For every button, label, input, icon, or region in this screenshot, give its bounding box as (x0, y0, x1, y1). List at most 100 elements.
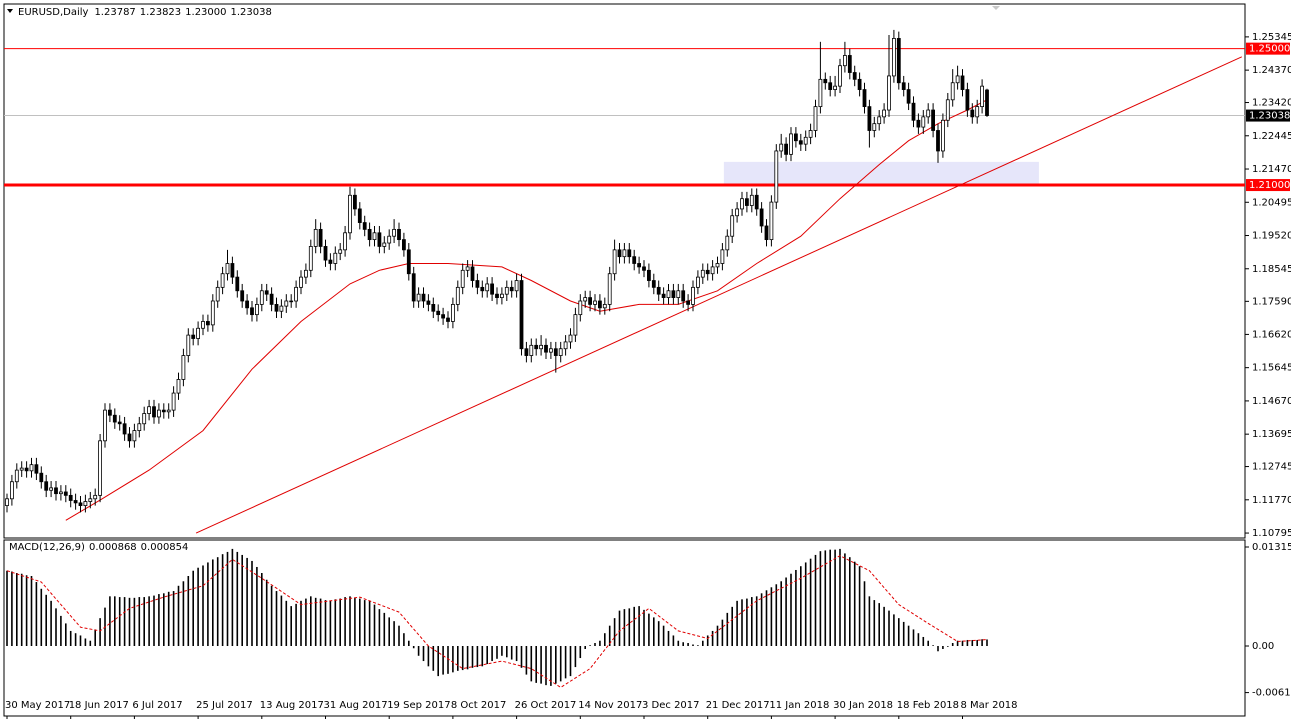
candle-body (93, 494, 98, 500)
chart-header: EURUSD,Daily 1.23787 1.23823 1.23000 1.23038 (18, 7, 272, 18)
candle-body (818, 78, 823, 108)
x-tick-label: 8 Mar 2018 (961, 700, 1018, 711)
plot-area (4, 29, 1245, 534)
level-label-bg (1246, 179, 1290, 192)
menu-arrow[interactable] (7, 9, 13, 13)
candle-body (764, 225, 769, 241)
candle-body (735, 208, 739, 217)
zone (723, 161, 1039, 186)
candle-body (78, 502, 83, 507)
candle-body (936, 130, 940, 152)
signal-value: 0.000854 (141, 542, 189, 553)
candle-body (867, 106, 872, 131)
candle-body (436, 310, 441, 316)
x-tick-label: 30 Jan 2018 (833, 700, 893, 711)
candle-body (632, 256, 637, 264)
candle-body (59, 491, 63, 495)
candle-body (877, 116, 882, 125)
candle-body (166, 409, 171, 413)
candle-body (112, 414, 117, 423)
trendline (195, 56, 1243, 534)
level-label-bg (1246, 109, 1290, 122)
candle-body (14, 469, 19, 483)
candle-body (348, 194, 352, 234)
candle-body (406, 249, 411, 275)
shift-marker (992, 6, 1000, 10)
level-label: 1.25000 (1249, 44, 1290, 55)
y-tick-label: 1.19520 (1252, 231, 1291, 242)
candle-body (798, 140, 803, 145)
candle-body (264, 290, 269, 295)
y-tick-label: 0.00 (1252, 641, 1274, 652)
candle-body (318, 228, 323, 247)
x-tick-label: 19 Sep 2017 (387, 700, 450, 711)
candle-body (220, 273, 225, 288)
x-tick-label: 13 Aug 2017 (260, 700, 324, 711)
candle-body (387, 235, 392, 244)
candle-body (122, 423, 127, 435)
candle-body (303, 269, 308, 278)
macd-value: 0.000868 (89, 542, 137, 553)
candle-body (700, 269, 705, 278)
candle-body (147, 406, 152, 414)
y-tick-label: 1.23420 (1252, 98, 1291, 109)
signal-line (6, 555, 988, 688)
candle-body (901, 82, 906, 90)
candle-body (431, 304, 436, 312)
candle-body (156, 409, 161, 418)
candle-body (191, 334, 196, 339)
candle-body (769, 201, 774, 241)
candle-body (127, 433, 132, 442)
candle-body (240, 290, 245, 302)
candle-body (843, 55, 847, 67)
macd-header: MACD(12,26,9) 0.000868 0.000854 (9, 542, 188, 553)
candle-body (985, 89, 989, 116)
candle-body (828, 82, 833, 90)
low-label: 1.23000 (185, 7, 226, 18)
candle-body (308, 246, 313, 271)
candle-body (205, 321, 210, 326)
candle-body (651, 280, 656, 288)
candle-body (715, 263, 720, 268)
candle-body (377, 232, 382, 247)
candle-body (73, 500, 78, 504)
candle-body (514, 280, 519, 292)
candle-body (544, 344, 548, 353)
candle-body (789, 133, 793, 155)
candle-body (955, 75, 960, 84)
candle-body (892, 38, 896, 77)
candle-body (906, 89, 911, 104)
candle-body (553, 348, 558, 356)
candle-body (357, 208, 362, 223)
candle-body (235, 276, 240, 292)
candle-body (333, 252, 338, 264)
y-tick-label: 1.17590 (1252, 296, 1291, 307)
candle-body (926, 109, 931, 118)
candle-body (196, 327, 201, 339)
candle-body (813, 106, 818, 131)
candle-body (269, 293, 274, 305)
x-tick-label: 30 May 2017 (5, 700, 70, 711)
y-tick-label: 1.15645 (1252, 363, 1291, 374)
candle-body (945, 99, 950, 121)
candle-body (896, 38, 901, 84)
candle-body (372, 232, 377, 241)
candle-body (749, 194, 754, 206)
candle-body (98, 440, 102, 496)
candle-body (980, 85, 984, 108)
candle-body (49, 487, 53, 491)
candle-body (578, 300, 583, 316)
x-tick-label: 11 Jan 2018 (769, 700, 829, 711)
high-label: 1.23823 (140, 7, 181, 18)
candle-body (401, 239, 406, 251)
candle-body (352, 194, 357, 210)
candle-body (323, 246, 328, 261)
candle-body (284, 300, 289, 307)
candle-body (490, 283, 495, 295)
candle-body (24, 467, 29, 472)
candle-body (108, 409, 112, 416)
candle-body (9, 481, 14, 500)
candle-body (504, 286, 509, 295)
candle-body (745, 198, 749, 206)
candle-body (549, 348, 553, 353)
